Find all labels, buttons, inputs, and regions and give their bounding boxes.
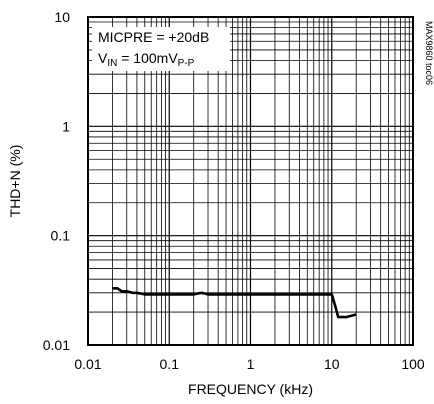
x-axis-label: FREQUENCY (kHz)	[188, 381, 313, 397]
y-tick-label: 0.1	[51, 228, 71, 244]
x-tick-label: 1	[247, 356, 255, 372]
x-tick-label: 0.1	[160, 356, 180, 372]
plot-frame	[87, 16, 414, 346]
y-axis-label: THD+N (%)	[7, 145, 23, 218]
y-tick-label: 10	[54, 9, 70, 25]
annotation-micpre: MICPRE = +20dB	[98, 29, 209, 45]
annotation-box: MICPRE = +20dB VIN = 100mVP-P	[92, 27, 230, 71]
y-tick-labels: 0.01 0.1 1 10	[43, 9, 70, 353]
y-tick-label: 0.01	[43, 337, 70, 353]
thdn-series-line	[112, 287, 357, 319]
x-tick-label: 10	[324, 356, 340, 372]
y-tick-label: 1	[62, 118, 70, 134]
x-tick-labels: 0.01 0.1 1 10 100	[74, 356, 425, 372]
x-tick-label: 100	[401, 356, 425, 372]
figure-id: MAX9860 toc06	[424, 21, 434, 85]
annotation-vin: VIN = 100mVP-P	[98, 50, 195, 69]
x-tick-label: 0.01	[74, 356, 101, 372]
